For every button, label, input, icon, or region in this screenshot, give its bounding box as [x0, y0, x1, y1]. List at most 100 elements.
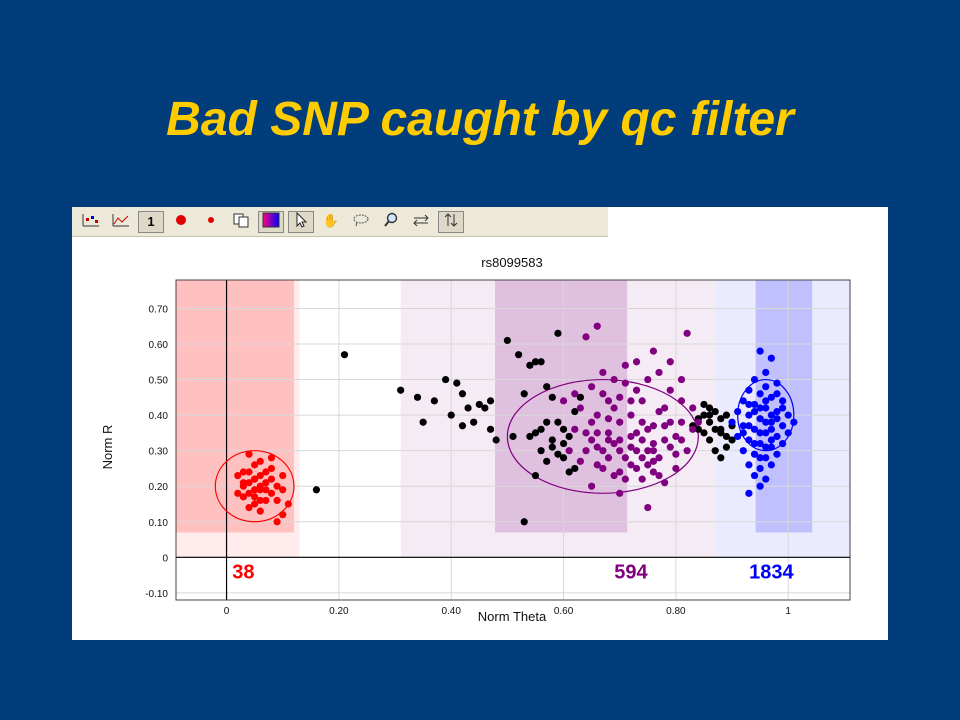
zoom-button[interactable] [378, 211, 404, 233]
point-bb [784, 411, 792, 419]
point-ab [559, 397, 568, 405]
point-aa [273, 496, 281, 505]
region-aa-band [176, 280, 300, 558]
point-ab [621, 379, 629, 387]
y-tick-label: 0.60 [149, 340, 169, 351]
y-tick-label: 0.10 [149, 518, 169, 529]
large-dot-button[interactable] [168, 211, 194, 233]
point-no-call [705, 404, 714, 412]
point-no-call [722, 443, 731, 451]
point-ab [621, 475, 629, 483]
point-no-call [486, 425, 495, 433]
lasso-icon [352, 213, 370, 231]
point-ab [593, 322, 601, 330]
y-tick-label: 0.30 [149, 447, 169, 458]
point-bb [739, 422, 747, 430]
point-no-call [503, 336, 511, 345]
point-no-call [700, 429, 708, 437]
point-aa [245, 489, 253, 497]
color-gradient-button[interactable] [258, 210, 284, 233]
vertical-scale-button[interactable] [438, 210, 464, 233]
point-ab [638, 418, 646, 426]
point-bb [773, 450, 781, 458]
point-no-call [705, 411, 714, 419]
point-no-call [548, 393, 556, 401]
point-ab [644, 375, 652, 384]
point-aa [251, 493, 259, 501]
point-bb [762, 418, 770, 426]
cluster-ellipse-ab [506, 378, 699, 494]
series-number-label: 1 [147, 214, 155, 229]
point-bb [739, 429, 747, 437]
point-no-call [711, 425, 719, 433]
point-ab [627, 432, 635, 441]
point-ab [638, 475, 646, 483]
point-aa [245, 468, 253, 476]
point-ab [616, 393, 624, 401]
scatter-plot-icon [81, 212, 101, 232]
point-no-call [722, 432, 731, 441]
point-bb [750, 375, 759, 384]
point-bb [762, 454, 770, 462]
y-tick-label: 0.50 [149, 376, 169, 387]
lasso-button[interactable] [348, 211, 374, 233]
point-no-call [419, 418, 427, 426]
point-bb [779, 397, 787, 405]
point-bb [767, 411, 775, 419]
point-bb [767, 418, 775, 426]
point-bb [756, 429, 764, 437]
point-no-call [531, 429, 540, 437]
pan-hand-button[interactable]: ✋ [318, 211, 344, 233]
axes: -0.10 0 0.10 0.20 0.30 0.40 0.50 0.60 0.70 0 0.20 0… [145, 279, 851, 617]
cluster-ellipse-aa [214, 450, 295, 523]
point-ab [649, 439, 658, 448]
point-bb [773, 415, 781, 423]
point-ab [661, 436, 669, 444]
point-bb [728, 418, 736, 426]
scatter-chart[interactable]: rs8099583 -0.10 0 0.10 0.20 0.30 0.40 0.50 0.60… [72, 207, 888, 640]
point-bb [745, 436, 753, 444]
line-plot-icon [111, 212, 131, 232]
point-ab [694, 418, 702, 426]
point-bb [767, 425, 775, 433]
small-dot-button[interactable] [198, 211, 224, 233]
point-no-call [576, 393, 584, 401]
point-ab [599, 447, 607, 455]
point-aa [251, 475, 259, 483]
point-ab [593, 443, 601, 451]
point-aa [279, 486, 287, 494]
point-ab [616, 468, 624, 476]
point-bb [745, 461, 753, 469]
point-aa [256, 496, 264, 505]
horizontal-scale-button[interactable] [408, 211, 434, 233]
point-ab [649, 422, 658, 430]
point-aa [267, 464, 276, 473]
point-no-call [526, 432, 534, 441]
plot-frame [175, 279, 851, 601]
x-tick-label: 1 [785, 606, 791, 617]
point-no-call [571, 464, 579, 473]
point-ab [610, 471, 618, 480]
point-ab [610, 404, 618, 412]
copy-button[interactable] [228, 211, 254, 233]
scatter-plot-button[interactable] [78, 211, 104, 233]
point-aa [267, 489, 276, 497]
point-ab [632, 429, 641, 437]
x-tick-label: 0 [224, 606, 230, 617]
point-bb [750, 407, 759, 416]
point-aa [262, 468, 270, 476]
point-no-call [554, 329, 562, 337]
series-number-button[interactable]: 1 [138, 210, 164, 233]
point-no-call [537, 358, 545, 366]
point-bb [745, 400, 753, 409]
point-no-call [700, 411, 708, 419]
point-ab [649, 447, 658, 455]
line-plot-button[interactable] [108, 211, 134, 233]
pointer-button[interactable] [288, 210, 314, 233]
point-ab [599, 368, 607, 377]
point-aa [262, 486, 270, 494]
point-bb [773, 407, 781, 416]
x-tick-label: 0.80 [666, 606, 686, 617]
point-no-call [526, 361, 534, 369]
point-ab [571, 390, 579, 398]
